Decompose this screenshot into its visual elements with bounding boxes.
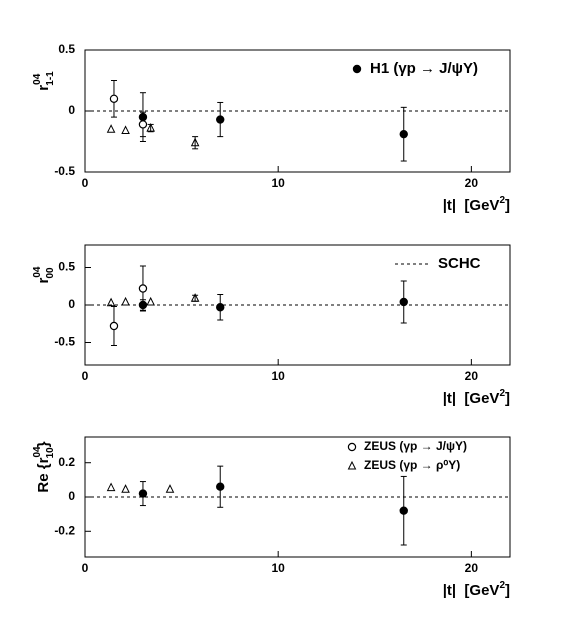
x-tick-label: 20 [465, 561, 479, 575]
y-tick-label: 0.5 [58, 42, 75, 56]
x-label-sup: 2 [499, 195, 505, 206]
x-tick-label: 0 [82, 176, 89, 190]
x-label-text: |t| [GeV [443, 390, 500, 407]
x-tick-label: 0 [82, 561, 89, 575]
open-circle-marker [109, 94, 119, 104]
triangle-marker [121, 296, 130, 306]
filled-circle-marker [399, 129, 408, 139]
filled-circle-marker [216, 303, 225, 312]
x-label-text: |t| [GeV [443, 582, 500, 599]
x-tick-label: 20 [465, 176, 479, 190]
y-label-text: } [35, 441, 52, 447]
filled-circle-marker [352, 64, 362, 74]
legend-label: ZEUS (γp → J/ψY) [364, 439, 467, 453]
triangle-marker [106, 482, 116, 492]
y-tick-label: 0.5 [58, 260, 75, 274]
y-tick-label: -0.5 [54, 164, 75, 178]
y-label-text: r [35, 85, 52, 91]
y-label-sup: 04 [32, 73, 43, 85]
y-label-sub: 00 [45, 267, 56, 279]
x-label-sup: 2 [499, 580, 505, 591]
open-circle-marker [347, 442, 357, 452]
y-axis-label: r04 00 [32, 266, 56, 283]
y-label-sup: 04 [32, 266, 43, 278]
triangle-marker [347, 460, 357, 470]
x-label-text: |t| [GeV [443, 197, 500, 214]
legend-label: ZEUS (γp → ρ⁰Y) [364, 458, 460, 472]
x-tick-label: 10 [272, 561, 286, 575]
x-tick-label: 20 [465, 369, 479, 383]
x-label-text: ] [505, 390, 510, 407]
open-circle-marker [138, 120, 148, 129]
triangle-marker [121, 484, 130, 493]
triangle-marker [106, 124, 116, 133]
triangle-marker [146, 296, 155, 306]
triangle-marker [146, 122, 155, 132]
filled-circle-marker [138, 489, 148, 498]
y-axis-label: r04 1-1 [32, 71, 56, 91]
x-axis-label: |t| [GeV2] [443, 195, 510, 214]
triangle-marker [106, 297, 116, 307]
open-circle-marker [109, 321, 119, 331]
filled-circle-marker [399, 506, 408, 515]
x-tick-label: 0 [82, 369, 89, 383]
y-tick-label: -0.2 [54, 523, 75, 537]
x-tick-label: 10 [272, 176, 286, 190]
x-label-text: ] [505, 582, 510, 599]
y-tick-label: 0 [68, 297, 75, 311]
open-circle-marker [138, 284, 148, 293]
legend-label: H1 (γp → J/ψY) [370, 60, 478, 77]
x-axis-label: |t| [GeV2] [443, 388, 510, 407]
y-tick-label: 0 [68, 489, 75, 503]
triangle-marker [190, 137, 200, 147]
y-label-sub: 1-1 [45, 71, 56, 86]
x-tick-label: 10 [272, 369, 286, 383]
y-label-sup: 04 [32, 446, 43, 458]
y-tick-label: 0.2 [58, 455, 75, 469]
filled-circle-marker [399, 297, 408, 307]
triangle-marker [190, 293, 200, 302]
y-axis-label: Re {r04 10} [32, 441, 56, 492]
y-tick-label: 0 [68, 103, 75, 117]
x-label-text: ] [505, 197, 510, 214]
filled-circle-marker [216, 115, 225, 124]
triangle-marker [165, 484, 175, 493]
y-label-text: Re { [35, 463, 52, 492]
legend-label: SCHC [438, 255, 481, 272]
x-axis-label: |t| [GeV2] [443, 580, 510, 599]
y-label-sub: 10 [45, 447, 56, 459]
x-label-sup: 2 [499, 388, 505, 399]
filled-circle-marker [216, 482, 225, 491]
triangle-marker [121, 125, 130, 135]
y-label-text: r [35, 457, 52, 463]
y-label-text: r [35, 277, 52, 283]
y-tick-label: -0.5 [54, 335, 75, 349]
